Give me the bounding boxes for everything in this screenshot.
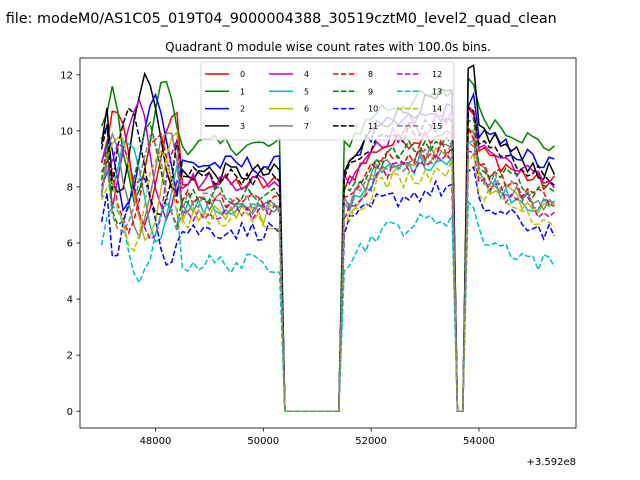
legend-label-9: 9	[368, 87, 373, 96]
y-tick-label: 10	[60, 126, 73, 137]
legend-label-1: 1	[240, 87, 245, 96]
legend-label-7: 7	[304, 122, 309, 131]
legend-label-13: 13	[432, 87, 442, 96]
series-line-15	[100, 134, 555, 412]
legend-label-11: 11	[368, 122, 378, 131]
y-tick-label: 8	[67, 183, 73, 194]
chart-title: Quadrant 0 module wise count rates with …	[165, 40, 491, 54]
figure-suptitle: n file: modeM0/AS1C05_019T04_9000004388_…	[0, 11, 557, 27]
y-tick-label: 12	[60, 70, 73, 81]
series-line-14	[100, 148, 555, 412]
legend-label-12: 12	[432, 70, 442, 79]
x-offset-label: +3.592e8	[526, 457, 576, 468]
legend-label-5: 5	[304, 87, 309, 96]
legend-label-2: 2	[240, 105, 245, 114]
y-tick-label: 2	[67, 351, 73, 362]
series-line-10	[100, 165, 556, 412]
legend-box	[200, 61, 455, 141]
x-tick-label: 50000	[247, 436, 279, 447]
series-line-8	[100, 127, 555, 412]
legend-label-6: 6	[304, 105, 309, 114]
series-layer	[100, 64, 556, 412]
legend-label-4: 4	[304, 70, 309, 79]
legend-label-15: 15	[432, 122, 442, 131]
legend-label-14: 14	[432, 105, 442, 114]
y-tick-label: 0	[67, 407, 73, 418]
x-axis: 48000 50000 52000 54000	[140, 428, 495, 447]
x-tick-label: 54000	[463, 436, 495, 447]
y-tick-label: 4	[67, 295, 73, 306]
legend-label-0: 0	[240, 70, 245, 79]
y-tick-label: 6	[67, 239, 73, 250]
x-tick-label: 48000	[140, 436, 172, 447]
legend-label-10: 10	[368, 105, 378, 114]
x-tick-label: 52000	[355, 436, 387, 447]
y-axis: 0 2 4 6 8 10 12	[60, 70, 80, 418]
legend-label-8: 8	[368, 70, 373, 79]
legend-label-3: 3	[240, 122, 245, 131]
